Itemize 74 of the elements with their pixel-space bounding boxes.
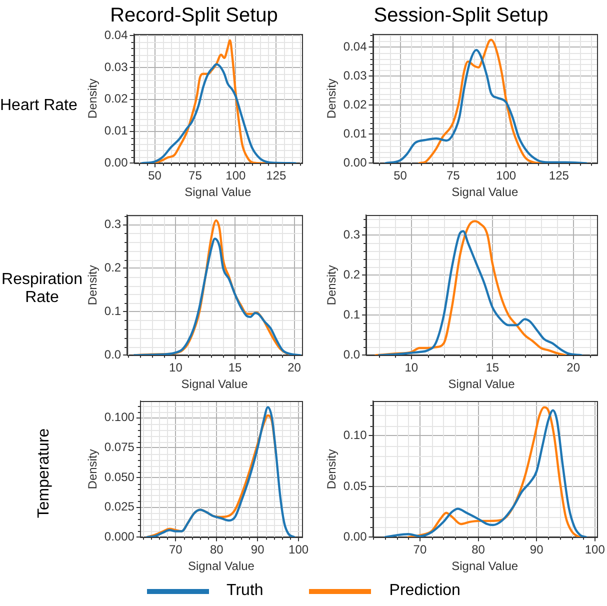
y-tick-label: 0.075	[104, 440, 135, 454]
x-tick-label: 125	[266, 168, 286, 183]
y-tick-label: 0.3	[104, 217, 122, 232]
y-axis-title: Density	[324, 78, 339, 119]
y-tick-label: 0.1	[104, 304, 122, 318]
y-axis-title: Density	[324, 265, 339, 306]
chart-title: Session-Split Setup	[374, 4, 548, 27]
y-axis-title: Density	[86, 449, 100, 490]
chart-title: Record-Split Setup	[110, 4, 278, 27]
y-tick-label: 0.01	[343, 126, 368, 140]
legend-label: Prediction	[389, 582, 460, 600]
line-series	[384, 48, 588, 164]
legend-label: Truth	[226, 582, 264, 600]
y-tick-label: 0.00	[104, 156, 128, 170]
y-tick-label: 0.025	[104, 500, 135, 514]
x-tick-label: 90	[530, 542, 544, 557]
x-tick-label: 80	[210, 542, 224, 557]
y-tick-label: 0.00	[343, 530, 368, 544]
y-tick-label: 0.00	[343, 156, 368, 170]
x-tick-label: 10	[404, 360, 418, 375]
y-tick-label: 0.01	[104, 124, 128, 138]
y-tick-label: 0.0	[104, 348, 122, 362]
y-tick-label: 0.2	[104, 260, 122, 275]
x-tick-label: 100	[584, 542, 606, 557]
y-tick-label: 0.05	[343, 478, 368, 493]
y-axis-title: Density	[324, 449, 339, 490]
y-tick-label: 0.000	[104, 530, 135, 544]
x-axis-title: Signal Value	[448, 377, 516, 392]
x-tick-label: 20	[288, 360, 302, 375]
x-axis-title: Signal Value	[188, 559, 255, 574]
text: Respiration Rate	[0, 270, 84, 308]
y-tick-label: 0.0	[343, 348, 360, 362]
text: Heart Rate	[0, 96, 78, 116]
y-tick-label: 0.02	[104, 92, 128, 106]
x-axis-title: Signal Value	[184, 185, 252, 200]
x-tick-label: 20	[566, 360, 580, 375]
y-tick-label: 0.1	[343, 308, 360, 322]
y-axis-title: Density	[86, 78, 100, 119]
y-tick-label: 0.04	[104, 28, 128, 42]
y-tick-label: 0.02	[343, 97, 368, 112]
x-tick-label: 70	[413, 542, 427, 557]
x-tick-label: 75	[446, 168, 460, 183]
x-tick-label: 100	[226, 168, 246, 183]
line-series	[378, 230, 583, 356]
x-tick-label: 100	[288, 542, 309, 557]
y-tick-label: 0.10	[343, 428, 368, 442]
x-tick-label: 100	[496, 168, 516, 183]
y-tick-label: 0.100	[104, 410, 135, 424]
x-tick-label: 15	[486, 360, 500, 375]
y-tick-label: 0.04	[343, 39, 368, 54]
x-tick-label: 50	[394, 168, 408, 183]
x-axis-title: Signal Value	[452, 559, 518, 574]
y-tick-label: 0.050	[104, 470, 135, 484]
x-tick-label: 70	[168, 542, 183, 557]
x-tick-label: 75	[188, 168, 202, 183]
x-tick-label: 10	[169, 360, 183, 375]
line-series	[140, 63, 297, 164]
line-series	[418, 38, 544, 164]
y-tick-label: 0.3	[343, 228, 360, 242]
line-series	[374, 220, 566, 356]
x-tick-label: 15	[228, 360, 242, 375]
line-series	[133, 238, 302, 356]
y-tick-label: 0.03	[104, 60, 128, 74]
x-axis-title: Signal Value	[452, 185, 518, 200]
y-tick-label: 0.03	[343, 68, 368, 82]
x-tick-label: 50	[148, 168, 162, 183]
x-tick-label: 80	[472, 542, 486, 557]
text: Temperature	[36, 428, 54, 518]
y-tick-label: 0.2	[343, 268, 360, 282]
y-axis-title: Density	[86, 265, 100, 306]
x-tick-label: 90	[250, 542, 265, 557]
x-axis-title: Signal Value	[181, 377, 248, 392]
x-tick-label: 125	[548, 168, 570, 183]
line-series	[146, 406, 296, 538]
